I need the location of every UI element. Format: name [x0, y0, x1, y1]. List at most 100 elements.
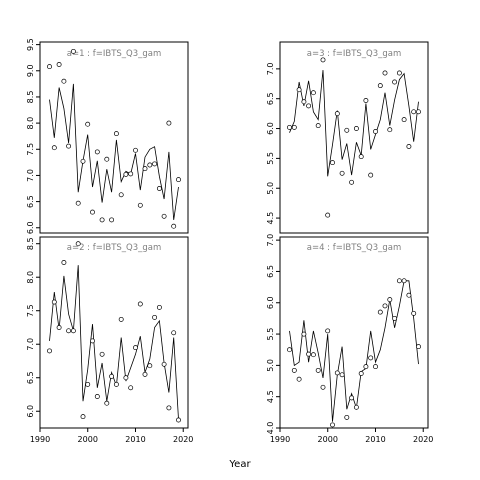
observed-point — [61, 78, 67, 84]
observed-point — [392, 79, 398, 85]
observed-point — [133, 345, 138, 351]
observed-point — [349, 179, 355, 185]
y-tick-label: 7.0 — [26, 338, 35, 351]
observed-point — [325, 212, 331, 218]
observed-point — [349, 395, 355, 401]
observed-point — [306, 103, 312, 109]
observed-point — [358, 154, 364, 160]
panel-title: a=1 : f=IBTS_Q3_gam — [67, 49, 162, 59]
observed-point — [411, 109, 417, 115]
observed-point — [339, 372, 345, 378]
observed-point — [56, 62, 62, 67]
observed-point — [301, 331, 307, 337]
y-tick-label: 6.5 — [266, 265, 275, 278]
observed-point — [61, 260, 67, 265]
x-tick-label: 2020 — [173, 435, 193, 444]
observed-point — [287, 124, 292, 130]
y-tick-label: 4.0 — [266, 422, 275, 435]
observed-point — [387, 127, 393, 133]
observed-point — [166, 405, 172, 411]
observed-point — [75, 241, 81, 247]
observed-point — [377, 309, 383, 315]
observed-point — [104, 156, 110, 162]
observed-point — [142, 166, 148, 172]
observed-point — [363, 98, 369, 103]
observed-point — [128, 385, 134, 391]
observed-point — [416, 344, 421, 350]
observed-point — [90, 338, 95, 344]
y-tick-label: 7.0 — [266, 234, 275, 247]
observed-point — [156, 186, 162, 191]
observed-point — [382, 303, 388, 309]
observed-point — [66, 143, 72, 149]
observed-point — [334, 370, 340, 376]
panel-a1: a=1 : f=IBTS_Q3_gam 6.0 6.5 7.0 7.5 8.0 8.5 9.… — [26, 38, 189, 234]
observed-point — [161, 213, 167, 219]
panel-frame — [279, 236, 429, 429]
observed-point — [94, 149, 100, 155]
observed-point — [401, 278, 407, 284]
x-tick-label: 2000 — [78, 435, 98, 444]
observed-point — [315, 123, 321, 129]
y-tick-label: 8.5 — [26, 91, 35, 104]
observed-point — [368, 355, 374, 361]
observed-point — [123, 375, 129, 381]
fitted-line — [289, 280, 419, 422]
observed-point — [70, 328, 76, 334]
observed-point — [320, 57, 326, 63]
fitted-line — [289, 70, 419, 177]
observed-point — [171, 330, 177, 336]
observed-point — [47, 64, 52, 70]
observed-point — [353, 404, 359, 410]
y-tick-label: 7.5 — [26, 143, 35, 156]
observed-point — [70, 48, 76, 54]
observed-point — [113, 381, 119, 387]
y-tick-label: 8.5 — [26, 237, 35, 250]
observed-point — [85, 381, 91, 387]
panel-a4: a=4 : f=IBTS_Q3_gam 4.0 4.5 5.0 5.5 6.0 6.5 7.… — [266, 234, 433, 444]
observed-point — [358, 371, 364, 376]
y-tick-label: 7.5 — [26, 304, 35, 317]
observed-point — [296, 87, 302, 93]
observed-point — [334, 111, 340, 117]
observed-point — [291, 367, 297, 373]
panel-a3: a=3 : f=IBTS_Q3_gam 4.5 5.0 5.5 6.0 6.5 7.0 — [266, 41, 429, 234]
observed-point — [373, 129, 378, 134]
observed-point — [75, 200, 81, 206]
y-tick-label: 6.5 — [26, 371, 35, 384]
observed-point — [156, 304, 162, 310]
observed-point — [416, 109, 421, 115]
observed-point — [344, 127, 350, 133]
observed-point — [310, 90, 316, 96]
observed-point — [396, 278, 402, 284]
observed-point — [137, 301, 143, 307]
observed-point — [113, 131, 119, 137]
y-tick-label: 4.5 — [266, 212, 275, 225]
observed-point — [90, 209, 95, 215]
observed-point — [152, 161, 158, 167]
observed-point — [377, 83, 383, 89]
observed-point — [147, 363, 153, 369]
observed-point — [401, 117, 407, 123]
y-tick-label: 6.0 — [26, 405, 35, 418]
observed-point — [80, 158, 86, 164]
panel-a2: a=2 : f=IBTS_Q3_gam 6.0 6.5 7.0 7.5 8.0 8.5 19… — [26, 236, 193, 444]
observed-point — [161, 361, 167, 367]
y-tick-label: 8.0 — [26, 271, 35, 284]
observed-point — [330, 422, 335, 428]
panel-title: a=4 : f=IBTS_Q3_gam — [307, 243, 402, 253]
y-tick-label: 7.0 — [266, 62, 275, 75]
observed-point — [99, 351, 105, 357]
observed-point — [66, 328, 72, 334]
y-tick-label: 5.0 — [266, 182, 275, 195]
y-tick-label: 8.0 — [26, 117, 35, 130]
observed-point — [291, 124, 297, 130]
observed-point — [147, 162, 153, 168]
observed-point — [51, 145, 57, 151]
observed-point — [99, 217, 105, 223]
observed-point — [123, 171, 129, 177]
panel-title: a=2 : f=IBTS_Q3_gam — [67, 243, 162, 253]
observed-point — [47, 348, 52, 354]
y-tick-label: 6.5 — [266, 92, 275, 105]
observed-point — [382, 70, 388, 76]
